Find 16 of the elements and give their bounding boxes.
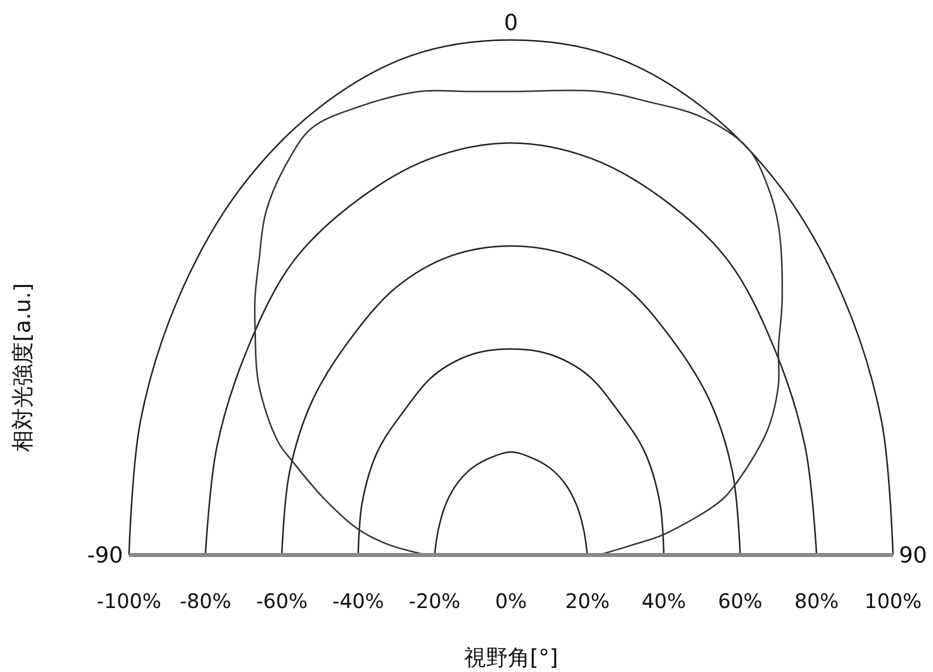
y-axis-title: 相対光強度[a.u.] (11, 283, 36, 452)
x-tick-label: -40% (332, 589, 384, 613)
x-tick-label: 100% (864, 589, 922, 613)
x-tick-label: -100% (96, 589, 162, 613)
x-axis-title: 視野角[°] (464, 646, 558, 671)
x-tick-label: -80% (180, 589, 232, 613)
text: 90 (899, 544, 927, 569)
x-tick-label: 0% (495, 589, 527, 613)
x-tick-label: -60% (256, 589, 308, 613)
x-tick-label: 80% (794, 589, 839, 613)
x-tick-label: 40% (642, 589, 686, 613)
text: 0 (504, 11, 518, 36)
x-tick-label: 20% (565, 589, 610, 613)
x-tick-label: 60% (718, 589, 762, 613)
x-tick-label: -20% (408, 589, 460, 613)
text: -90 (87, 544, 123, 569)
